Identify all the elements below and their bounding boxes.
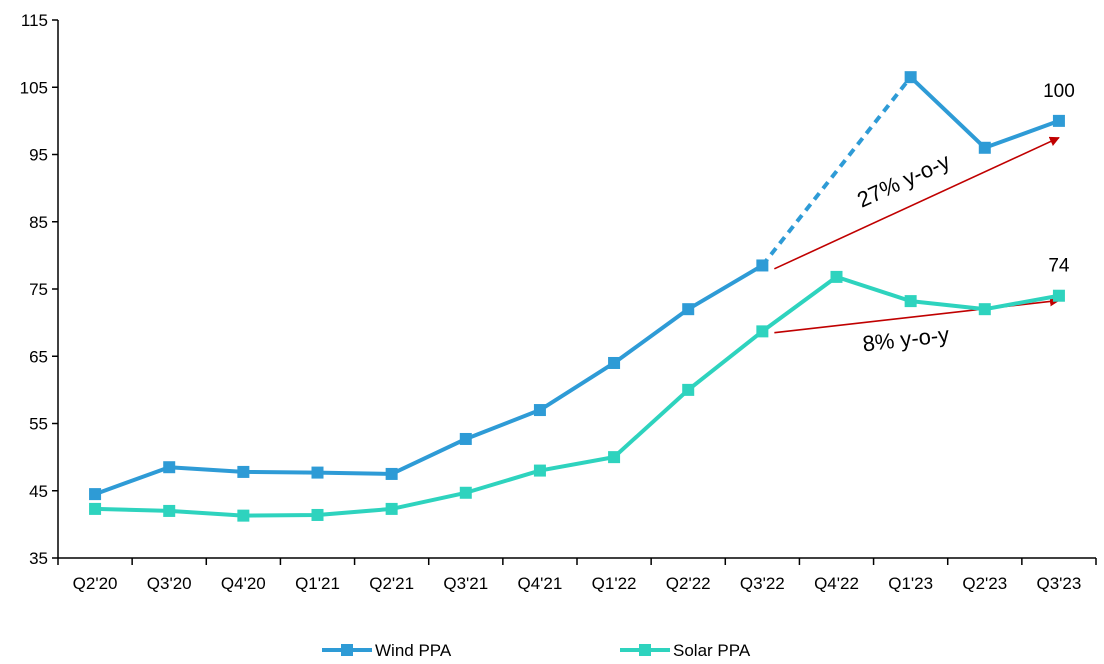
annotation-label: 8% y-o-y <box>861 322 950 357</box>
y-tick-label: 85 <box>29 213 48 232</box>
data-point <box>904 71 917 84</box>
series-line <box>909 75 1060 150</box>
data-point <box>311 508 324 521</box>
data-point <box>608 451 621 464</box>
legend-label: Wind PPA <box>375 641 452 660</box>
x-tick-label: Q3'23 <box>1037 574 1082 593</box>
annotation-arrow <box>774 136 1060 270</box>
data-point <box>756 259 769 272</box>
x-tick-label: Q1'21 <box>295 574 340 593</box>
series-1 <box>89 270 1065 522</box>
data-point <box>830 270 843 283</box>
x-tick-label: Q4'22 <box>814 574 859 593</box>
x-tick-label: Q3'20 <box>147 574 192 593</box>
data-point <box>1052 114 1065 127</box>
y-tick-label: 95 <box>29 146 48 165</box>
data-point <box>608 356 621 369</box>
data-point <box>385 467 398 480</box>
data-point <box>533 464 546 477</box>
y-tick-label: 115 <box>21 11 48 30</box>
x-tick-label: Q2'23 <box>962 574 1007 593</box>
end-value-label: 74 <box>1048 256 1070 277</box>
series-dashed-segment <box>760 75 913 267</box>
data-point <box>978 303 991 316</box>
x-tick-label: Q3'22 <box>740 574 785 593</box>
x-tick-label: Q2'21 <box>369 574 414 593</box>
data-point <box>978 141 991 154</box>
data-point <box>1052 289 1065 302</box>
data-point <box>89 502 102 515</box>
y-axis-ticks: 35 45 55 65 75 85 95 105 115 <box>20 11 58 568</box>
annotation-label: 27% y-o-y <box>853 148 953 212</box>
x-axis-ticks: Q2'20 Q3'20 Q4'20 Q1'21 Q2'21 Q3'21 Q4'21 Q1'22… <box>57 558 1097 593</box>
data-point <box>682 303 695 316</box>
axes <box>57 20 1096 559</box>
series-line <box>95 274 1060 518</box>
data-point <box>682 383 695 396</box>
y-tick-label: 105 <box>20 78 48 97</box>
data-point <box>237 465 250 478</box>
x-tick-label: Q2'22 <box>666 574 711 593</box>
data-point <box>237 509 250 522</box>
data-point <box>163 461 176 474</box>
data-point <box>459 432 472 445</box>
legend: Wind PPA Solar PPA <box>322 641 751 660</box>
data-point <box>163 504 176 517</box>
series-0 <box>89 71 1065 501</box>
y-tick-label: 75 <box>29 280 48 299</box>
y-tick-label: 35 <box>29 549 48 568</box>
data-point <box>385 502 398 515</box>
y-tick-label: 55 <box>29 415 48 434</box>
end-value-label: 100 <box>1043 81 1075 102</box>
annotations: 27% y-o-y 8% y-o-y <box>774 136 1060 357</box>
series-line <box>94 263 764 496</box>
x-tick-label: Q4'21 <box>518 574 563 593</box>
y-tick-label: 65 <box>29 347 48 366</box>
data-point <box>756 325 769 338</box>
legend-swatch-marker <box>341 644 353 656</box>
data-point <box>904 295 917 308</box>
series-layer <box>89 71 1065 522</box>
x-tick-label: Q3'21 <box>443 574 488 593</box>
data-labels: 100 74 <box>1043 81 1075 277</box>
x-tick-label: Q1'23 <box>888 574 933 593</box>
x-tick-label: Q1'22 <box>592 574 637 593</box>
y-tick-label: 45 <box>29 482 48 501</box>
data-point <box>89 488 102 501</box>
x-tick-label: Q4'20 <box>221 574 266 593</box>
legend-label: Solar PPA <box>673 641 751 660</box>
data-point <box>459 486 472 499</box>
legend-swatch-marker <box>639 644 651 656</box>
x-tick-label: Q2'20 <box>73 574 118 593</box>
data-point <box>533 404 546 417</box>
data-point <box>311 466 324 479</box>
